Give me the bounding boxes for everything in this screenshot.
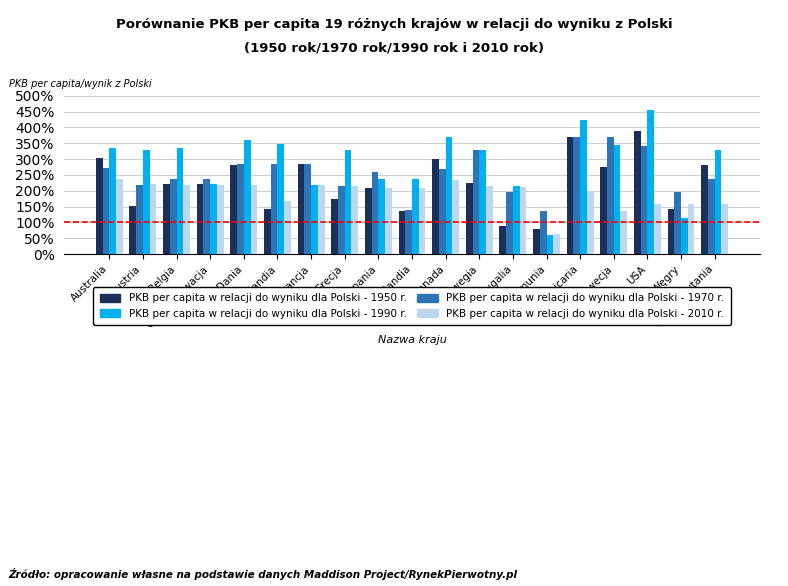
Bar [197,185,203,254]
Bar [688,205,694,254]
Bar [116,179,123,254]
Bar [230,165,237,254]
Bar [338,186,344,254]
Bar [351,186,359,254]
Bar [136,185,143,254]
Bar [506,192,513,254]
Bar [667,209,675,254]
Bar [163,184,170,254]
Bar [721,205,728,254]
Bar [110,148,116,254]
Text: Porównanie PKB per capita 19 różnych krajów w relacji do wyniku z Polski: Porównanie PKB per capita 19 różnych kra… [116,18,672,30]
Bar [681,218,688,254]
Bar [513,186,519,254]
Bar [641,146,648,254]
Bar [372,172,378,254]
Bar [533,229,540,254]
Bar [654,205,661,254]
Bar [500,226,506,254]
Text: Źródło: opracowanie własne na podstawie danych Maddison Project/RynekPierwotny.p: Źródło: opracowanie własne na podstawie … [8,568,517,580]
Bar [271,164,277,254]
Bar [486,186,492,254]
Bar [620,211,627,254]
Bar [614,145,620,254]
Bar [452,180,459,254]
Bar [251,185,257,254]
Bar [284,201,291,254]
Text: PKB per capita/wynik z Polski: PKB per capita/wynik z Polski [9,80,151,90]
Bar [210,184,217,254]
Bar [479,149,486,254]
Bar [634,131,641,254]
Bar [277,144,284,254]
Bar [580,120,587,254]
Bar [264,209,271,254]
Bar [304,164,311,254]
Bar [311,185,318,254]
Bar [243,140,251,254]
Bar [675,192,681,254]
X-axis label: Nazwa kraju: Nazwa kraju [377,335,446,345]
Bar [540,212,547,254]
Bar [96,158,102,254]
Bar [412,179,418,254]
Bar [217,185,224,254]
Bar [365,188,372,254]
Bar [385,188,392,254]
Bar [547,234,553,254]
Bar [143,149,150,254]
Bar [701,165,708,254]
Bar [600,167,607,254]
Bar [715,149,721,254]
Bar [708,179,715,254]
Bar [445,137,452,254]
Bar [648,110,654,254]
Bar [473,149,479,254]
Bar [129,206,136,254]
Bar [466,183,473,254]
Bar [553,234,560,254]
Bar [567,137,574,254]
Bar [237,164,243,254]
Bar [439,169,445,254]
Bar [344,149,351,254]
Bar [203,179,210,254]
Bar [170,179,177,254]
Bar [587,191,593,254]
Bar [607,137,614,254]
Bar [331,199,338,254]
Bar [184,185,190,254]
Bar [318,185,325,254]
Bar [574,137,580,254]
Bar [298,164,304,254]
Text: (1950 rok/1970 rok/1990 rok i 2010 rok): (1950 rok/1970 rok/1990 rok i 2010 rok) [244,41,544,54]
Legend: PKB per capita w relacji do wyniku dla Polski - 1950 r., PKB per capita w relacj: PKB per capita w relacji do wyniku dla P… [93,287,730,325]
Bar [399,212,405,254]
Bar [378,179,385,254]
Bar [102,168,110,254]
Bar [519,187,526,254]
Bar [418,188,426,254]
Bar [405,210,412,254]
Bar [150,184,156,254]
Bar [177,148,184,254]
Bar [432,159,439,254]
